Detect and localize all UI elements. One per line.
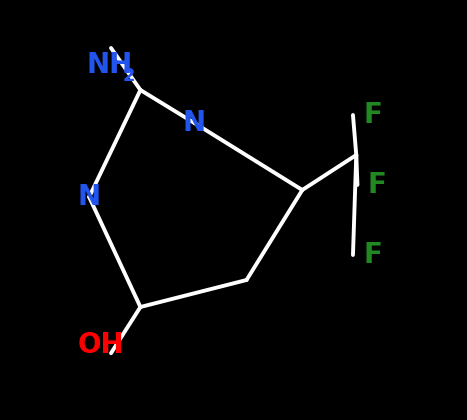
Text: NH: NH: [86, 51, 133, 79]
Text: F: F: [363, 241, 382, 269]
Text: 2: 2: [122, 66, 134, 84]
Text: N: N: [78, 183, 101, 211]
Text: N: N: [183, 109, 206, 137]
Text: OH: OH: [78, 331, 124, 359]
Text: F: F: [363, 101, 382, 129]
Text: F: F: [368, 171, 387, 199]
